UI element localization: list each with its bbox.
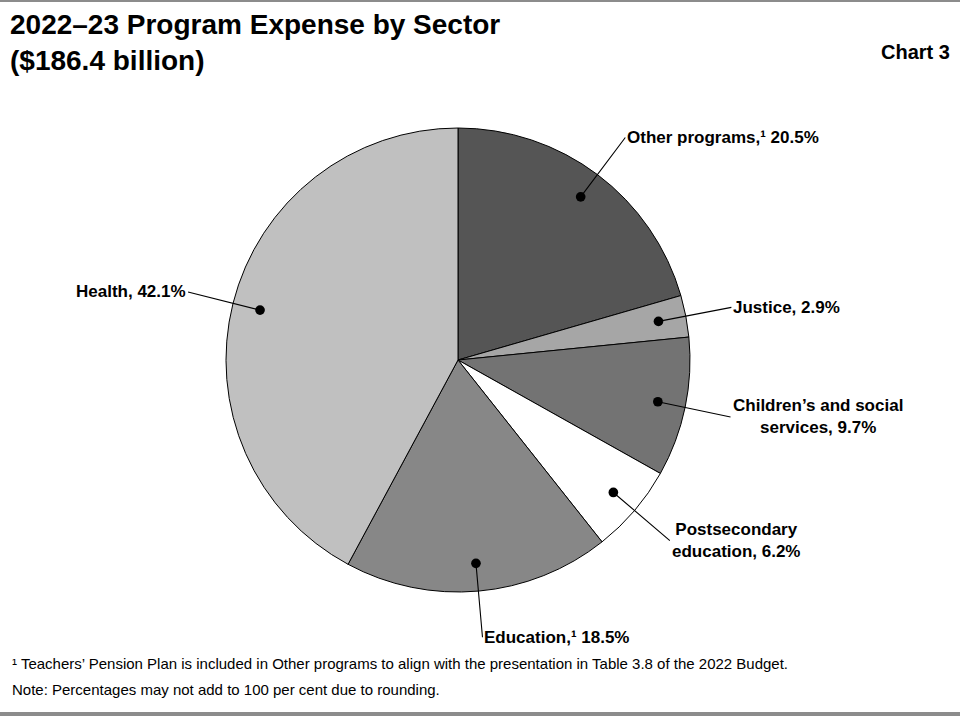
svg-text:Health, 42.1%: Health, 42.1% [76,282,186,301]
svg-text:Other programs,¹ 20.5%: Other programs,¹ 20.5% [627,128,819,147]
svg-text:Justice, 2.9%: Justice, 2.9% [733,298,840,317]
svg-text:2022–23 Program Expense by Sec: 2022–23 Program Expense by Sector($186.4… [10,9,500,76]
svg-text:Note: Percentages may not add: Note: Percentages may not add to 100 per… [12,681,440,698]
svg-text:¹ Teachers’ Pension Plan is in: ¹ Teachers’ Pension Plan is included in … [12,655,788,672]
svg-text:Education,¹ 18.5%: Education,¹ 18.5% [484,628,629,647]
svg-text:Chart 3: Chart 3 [881,41,950,63]
svg-text:Postsecondaryeducation, 6.2%: Postsecondaryeducation, 6.2% [672,520,800,561]
svg-text:Children’s and socialservices,: Children’s and socialservices, 9.7% [733,396,903,437]
